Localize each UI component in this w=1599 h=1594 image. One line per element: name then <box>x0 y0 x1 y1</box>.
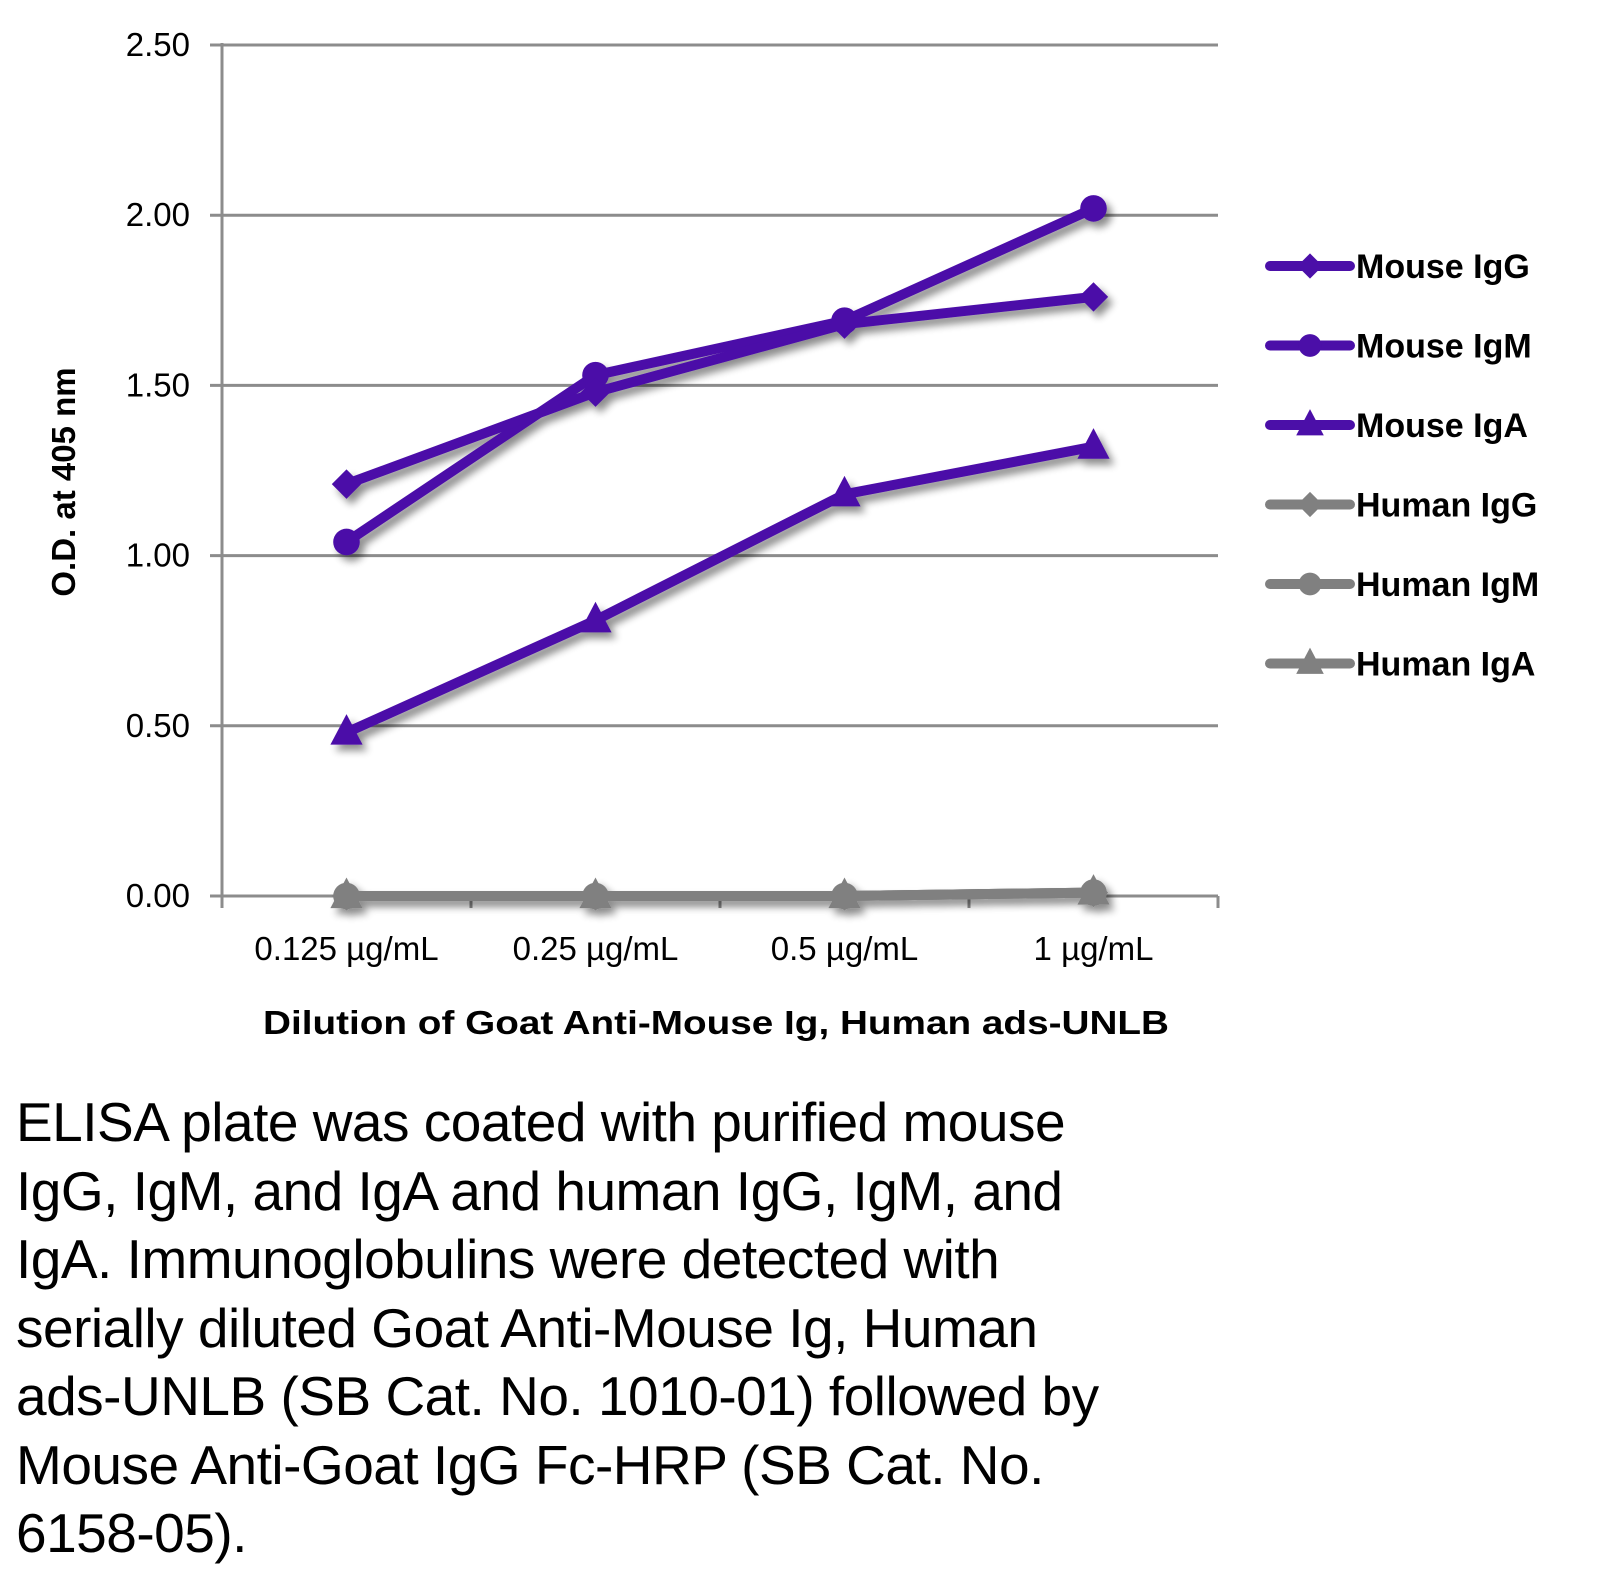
data-point-circle <box>333 528 360 556</box>
legend-label: Human IgM <box>1356 566 1539 604</box>
data-point-diamond <box>331 881 362 911</box>
figure-caption: ELISA plate was coated with purified mou… <box>16 1091 1099 1564</box>
legend-label: Mouse IgM <box>1356 328 1532 366</box>
legend-label: Human IgG <box>1356 487 1537 525</box>
data-point-diamond <box>1078 877 1109 908</box>
x-axis-title: Dilution of Goat Anti-Mouse Ig, Human ad… <box>263 1004 1169 1041</box>
series-line <box>341 203 1099 547</box>
gridlines <box>210 43 1218 898</box>
legend-item: Mouse IgM <box>1265 328 1532 366</box>
data-point-triangle <box>330 714 363 745</box>
series-human-igg <box>331 877 1109 911</box>
series-layer <box>330 195 1110 911</box>
legend-item: Mouse IgA <box>1265 407 1528 445</box>
elisa-line-chart: 0.00 0.50 1.00 1.50 2.00 2.50 0.125 µg/mL 0.25… <box>45 26 1539 1041</box>
series-line <box>341 887 1099 901</box>
series-mouse-igg <box>331 282 1109 499</box>
data-point-diamond <box>331 469 362 499</box>
x-tick-label: 0.5 µg/mL <box>771 930 918 967</box>
legend-item: Human IgA <box>1265 646 1535 684</box>
x-tick-label: 0.125 µg/mL <box>254 930 438 967</box>
y-axis-title: O.D. at 405 nm <box>45 367 82 596</box>
y-axis-ticks: 0.00 0.50 1.00 1.50 2.00 2.50 <box>126 26 190 914</box>
triangle-icon <box>1296 409 1324 436</box>
legend-label: Mouse IgA <box>1356 407 1528 445</box>
data-point-triangle <box>579 601 612 633</box>
y-tick-label: 2.00 <box>126 196 190 233</box>
y-tick-label: 0.00 <box>126 877 190 914</box>
data-point-diamond <box>829 881 860 911</box>
data-point-diamond <box>1078 282 1109 312</box>
data-point-diamond <box>580 881 611 911</box>
x-tick-label: 1 µg/mL <box>1034 930 1154 967</box>
legend-item: Mouse IgG <box>1265 248 1530 286</box>
series-mouse-igm <box>333 195 1107 556</box>
series-line <box>341 441 1099 738</box>
x-axis: 0.125 µg/mL 0.25 µg/mL 0.5 µg/mL 1 µg/mL <box>220 43 1220 967</box>
y-tick-label: 0.50 <box>126 707 190 744</box>
series-line <box>341 291 1099 490</box>
legend-item: Human IgG <box>1265 487 1537 525</box>
diamond-icon <box>1297 491 1323 518</box>
y-tick-label: 1.50 <box>126 366 190 403</box>
legend-label: Mouse IgG <box>1356 248 1530 286</box>
circle-icon <box>1298 334 1322 357</box>
legend-label: Human IgA <box>1356 646 1535 684</box>
y-tick-label: 2.50 <box>126 26 190 63</box>
data-point-circle <box>582 361 609 389</box>
series-mouse-iga <box>330 428 1110 745</box>
legend-item: Human IgM <box>1265 566 1539 604</box>
legend: Mouse IgG Mouse IgM Mouse IgA Human IgG Huma… <box>1265 248 1539 684</box>
triangle-icon <box>1296 647 1324 674</box>
data-point-triangle <box>828 475 861 507</box>
data-point-diamond <box>829 309 860 339</box>
data-point-diamond <box>580 377 611 407</box>
data-point-circle <box>1080 195 1107 222</box>
data-point-triangle <box>1077 428 1110 459</box>
y-tick-label: 1.00 <box>126 537 190 574</box>
x-tick-label: 0.25 µg/mL <box>513 930 679 967</box>
diamond-icon <box>1297 253 1323 279</box>
circle-icon <box>1298 572 1322 596</box>
